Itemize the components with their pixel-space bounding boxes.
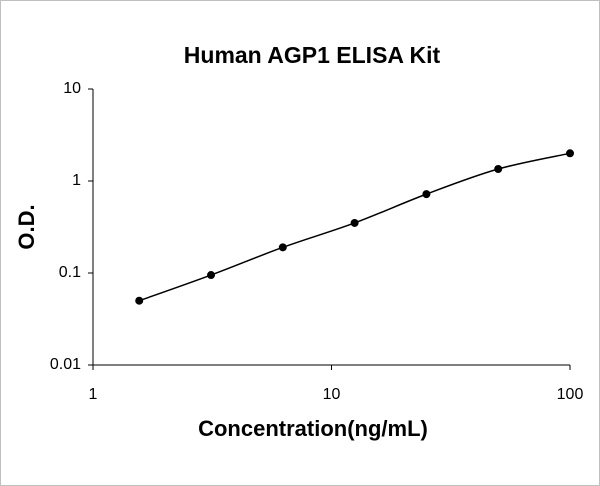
data-point [350,218,359,227]
data-point [422,190,431,199]
x-axis-label: Concentration(ng/mL) [198,416,428,441]
data-point [278,243,287,252]
y-tick-label: 10 [63,80,81,97]
data-point [135,296,144,305]
data-point [566,149,574,158]
y-tick-label: 1 [72,172,81,189]
x-tick-label: 1 [89,386,98,403]
data-point [207,271,216,280]
y-axis-label: O.D. [14,204,39,249]
x-tick-label: 10 [323,386,341,403]
x-tick-label: 100 [557,386,584,403]
y-tick-label: 0.01 [50,356,81,373]
data-point [494,165,503,174]
chart-title: Human AGP1 ELISA Kit [184,42,441,68]
y-tick-label: 0.1 [59,264,81,281]
